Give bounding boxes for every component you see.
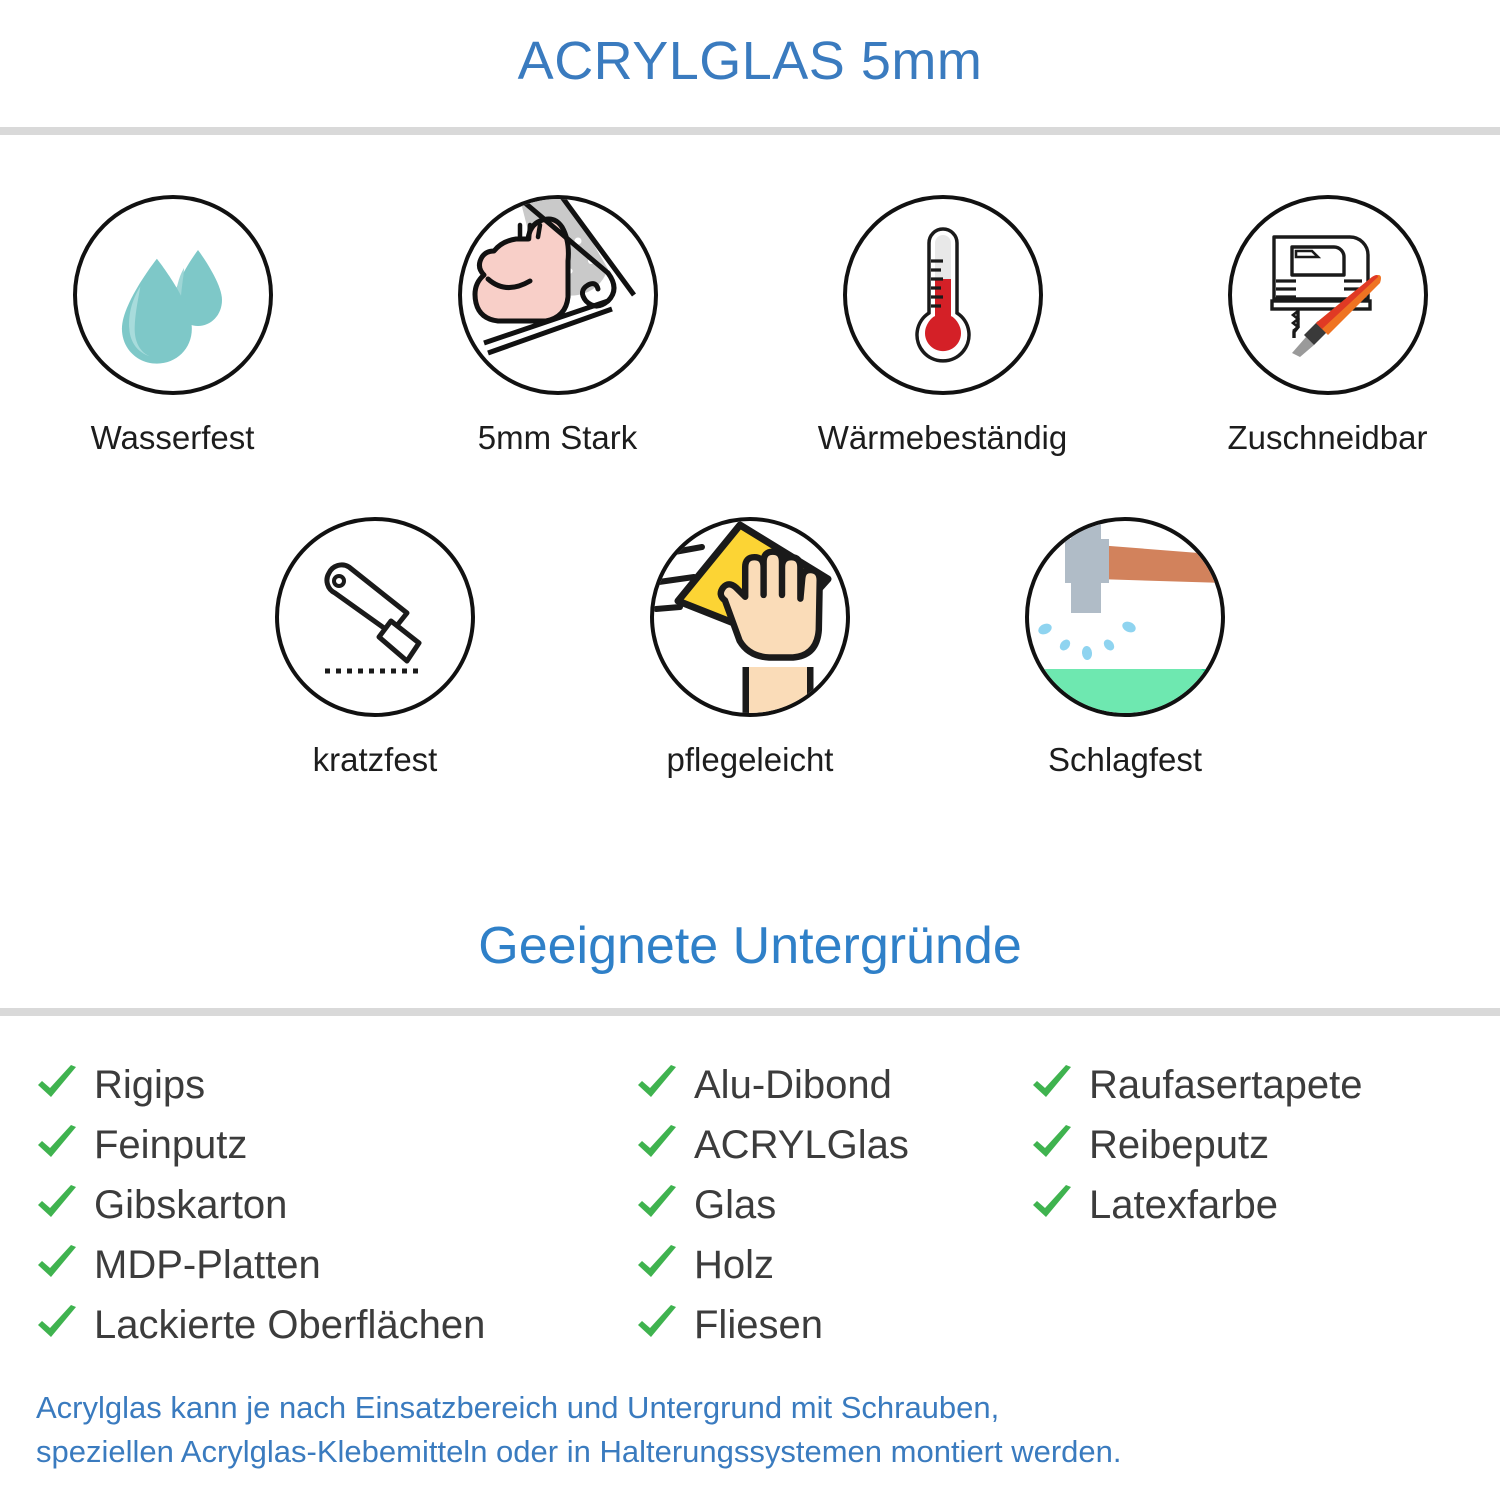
feature-icon-circle xyxy=(650,517,850,717)
list-item: Rigips xyxy=(34,1055,634,1115)
substrate-column-2: Alu-Dibond ACRYLGlas Glas Holz Fliesen xyxy=(634,1055,1029,1355)
feature-5mm-stark[interactable]: 5mm Stark xyxy=(457,195,658,456)
check-icon xyxy=(634,1183,680,1227)
jigsaw-cutter-icon xyxy=(1248,215,1408,375)
flexed-arm-icon xyxy=(462,199,654,391)
check-icon xyxy=(34,1063,80,1107)
feature-icon-circle xyxy=(1227,195,1428,395)
check-icon xyxy=(634,1063,680,1107)
check-icon xyxy=(34,1303,80,1347)
list-item-label: Raufasertapete xyxy=(1089,1063,1363,1107)
hammer-impact-icon xyxy=(1029,521,1221,713)
list-item: Holz xyxy=(634,1235,1029,1295)
list-item: Alu-Dibond xyxy=(634,1055,1029,1115)
feature-label: Zuschneidbar xyxy=(1227,419,1428,456)
substrates-checklist: Rigips Feinputz Gibskarton MDP-Platten L… xyxy=(0,1055,1500,1355)
page-title: ACRYLGLAS 5mm xyxy=(517,31,983,91)
feature-row-1: Wasserfest xyxy=(0,195,1500,454)
check-icon xyxy=(1029,1123,1075,1167)
divider-middle xyxy=(0,1008,1500,1016)
feature-label: pflegeleicht xyxy=(666,741,834,778)
list-item: Raufasertapete xyxy=(1029,1055,1489,1115)
list-item: Lackierte Oberflächen xyxy=(34,1295,634,1355)
footer-note: Acrylglas kann je nach Einsatzbereich un… xyxy=(36,1386,1476,1474)
feature-kratzfest[interactable]: kratzfest xyxy=(275,517,475,776)
list-item-label: Holz xyxy=(694,1243,775,1287)
water-drops-icon xyxy=(98,220,248,370)
list-item-label: Latexfarbe xyxy=(1089,1183,1279,1227)
check-icon xyxy=(34,1243,80,1287)
feature-zuschneidbar[interactable]: Zuschneidbar xyxy=(1227,195,1428,456)
check-icon xyxy=(634,1303,680,1347)
hand-cloth-icon xyxy=(654,521,846,713)
feature-label: 5mm Stark xyxy=(477,419,638,456)
feature-icon-circle xyxy=(275,517,475,717)
cutter-knife-icon xyxy=(295,537,455,697)
check-icon xyxy=(634,1123,680,1167)
list-item-label: Alu-Dibond xyxy=(694,1063,892,1107)
feature-icon-circle xyxy=(457,195,658,395)
list-item-label: Feinputz xyxy=(94,1123,248,1167)
feature-icon-circle xyxy=(1025,517,1225,717)
list-item: MDP-Platten xyxy=(34,1235,634,1295)
list-item: Glas xyxy=(634,1175,1029,1235)
feature-icon-circle xyxy=(72,195,273,395)
list-item-label: Rigips xyxy=(94,1063,206,1107)
list-item: Gibskarton xyxy=(34,1175,634,1235)
feature-row-2: kratzfest xyxy=(0,517,1500,776)
list-item-label: ACRYLGlas xyxy=(694,1123,909,1167)
list-item: Latexfarbe xyxy=(1029,1175,1489,1235)
feature-label: Schlagfest xyxy=(1047,741,1203,778)
list-item-label: Reibeputz xyxy=(1089,1123,1270,1167)
check-icon xyxy=(1029,1063,1075,1107)
list-item: ACRYLGlas xyxy=(634,1115,1029,1175)
section-title-substrates: Geeignete Untergründe xyxy=(478,917,1022,975)
list-item-label: Lackierte Oberflächen xyxy=(94,1303,486,1347)
list-item: Fliesen xyxy=(634,1295,1029,1355)
substrate-column-3: Raufasertapete Reibeputz Latexfarbe xyxy=(1029,1055,1489,1355)
feature-waermebestaendig[interactable]: Wärmebeständig xyxy=(818,195,1067,454)
substrate-column-1: Rigips Feinputz Gibskarton MDP-Platten L… xyxy=(34,1055,634,1355)
list-item: Reibeputz xyxy=(1029,1115,1489,1175)
list-item-label: MDP-Platten xyxy=(94,1243,321,1287)
check-icon xyxy=(634,1243,680,1287)
list-item: Feinputz xyxy=(34,1115,634,1175)
footer-note-line-1: Acrylglas kann je nach Einsatzbereich un… xyxy=(36,1390,1000,1425)
list-item-label: Gibskarton xyxy=(94,1183,288,1227)
list-item-label: Fliesen xyxy=(694,1303,823,1347)
feature-label: kratzfest xyxy=(312,741,438,778)
feature-label: Wasserfest xyxy=(90,419,255,456)
feature-grid: Wasserfest xyxy=(0,195,1500,776)
check-icon xyxy=(34,1183,80,1227)
check-icon xyxy=(34,1123,80,1167)
feature-label: Wärmebeständig xyxy=(817,419,1068,456)
feature-pflegeleicht[interactable]: pflegeleicht xyxy=(650,517,850,776)
feature-schlagfest[interactable]: Schlagfest xyxy=(1025,517,1225,776)
list-item-label: Glas xyxy=(694,1183,777,1227)
feature-icon-circle xyxy=(842,195,1043,395)
feature-wasserfest[interactable]: Wasserfest xyxy=(72,195,273,456)
divider-top xyxy=(0,127,1500,135)
thermometer-icon xyxy=(873,225,1013,365)
footer-note-line-2: speziellen Acrylglas-Klebemitteln oder i… xyxy=(36,1434,1122,1470)
check-icon xyxy=(1029,1183,1075,1227)
